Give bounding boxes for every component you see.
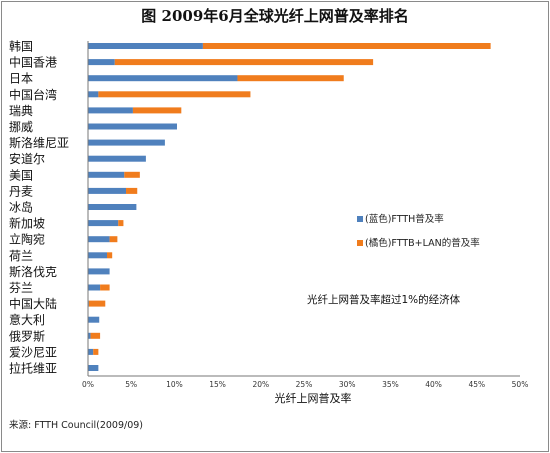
legend-label-ftth: (蓝色)FTTH普及率 (365, 213, 444, 225)
x-tick-label: 20% (252, 380, 269, 389)
bar-ftth (88, 155, 146, 162)
category-label: 斯洛维尼亚 (9, 135, 69, 150)
bar-fttb-lan (202, 43, 491, 49)
bar-ftth (88, 332, 91, 339)
bar-ftth (88, 75, 238, 82)
bar-ftth (88, 139, 165, 146)
category-label: 冰岛 (9, 200, 33, 215)
category-label: 拉托维亚 (9, 361, 57, 376)
x-tick-label: 45% (468, 380, 485, 389)
category-label: 挪威 (9, 120, 33, 134)
category-labels: 韩国中国香港日本中国台湾瑞典挪威斯洛维尼亚安道尔美国丹麦冰岛新加坡立陶宛荷兰斯洛… (9, 39, 69, 376)
category-label: 新加坡 (9, 216, 45, 231)
legend: (蓝色)FTTH普及率 (橘色)FTTB+LAN的普及率 (357, 213, 480, 249)
bar-fttb-lan (90, 332, 101, 339)
bar-fttb-lan (109, 236, 118, 243)
bar-ftth (88, 107, 133, 114)
x-tick-label: 25% (296, 380, 313, 389)
bar-fttb-lan (88, 300, 106, 307)
bar-ftth (88, 43, 203, 49)
bar-ftth (88, 365, 99, 371)
bar-ftth (88, 171, 125, 178)
x-tick-label: 5% (125, 380, 137, 389)
bar-ftth (88, 284, 101, 291)
x-tick-label: 0% (82, 380, 94, 389)
x-tick-labels: 0% 5% 10% 15% 20% 25% 30% 35% 40% 45% 50% (82, 380, 528, 389)
category-label: 中国香港 (9, 55, 57, 70)
x-tick-label: 15% (209, 380, 226, 389)
category-label: 荷兰 (9, 249, 33, 263)
category-label: 立陶宛 (9, 232, 45, 247)
source-note: 来源: FTTH Council(2009/09) (9, 420, 143, 431)
bar-ftth (88, 252, 108, 259)
bar-fttb-lan (100, 284, 110, 291)
category-label: 瑞典 (9, 104, 33, 118)
bar-ftth (88, 220, 119, 227)
bar-ftth (88, 316, 100, 323)
bar-ftth (88, 236, 110, 243)
category-label: 俄罗斯 (9, 329, 45, 343)
category-label: 中国大陆 (9, 296, 57, 311)
legend-label-fttb-lan: (橘色)FTTB+LAN的普及率 (365, 237, 480, 249)
bar-ftth (88, 59, 115, 66)
x-axis-title: 光纤上网普及率 (275, 391, 352, 405)
x-tick-label: 35% (382, 380, 399, 389)
bar-ftth (88, 91, 99, 98)
bar-fttb-lan (93, 348, 99, 355)
bar-fttb-lan (118, 220, 124, 227)
bar-ftth (88, 348, 94, 355)
annotation-note: 光纤上网普及率超过1%的经济体 (307, 293, 461, 306)
bar-ftth (88, 187, 127, 194)
legend-swatch-fttb-lan (357, 240, 363, 246)
category-label: 意大利 (9, 312, 45, 327)
category-label: 芬兰 (9, 281, 33, 295)
bar-ftth (88, 123, 177, 130)
bar-group (88, 43, 491, 371)
bar-fttb-lan (124, 171, 140, 178)
x-tick-label: 10% (166, 380, 183, 389)
x-tick-label: 50% (512, 380, 529, 389)
category-label: 爱沙尼亚 (9, 345, 57, 359)
bar-fttb-lan (114, 59, 374, 66)
category-label: 中国台湾 (9, 87, 57, 102)
bar-fttb-lan (98, 91, 251, 98)
bar-fttb-lan (107, 252, 113, 259)
category-label: 安道尔 (9, 151, 45, 166)
bar-ftth (88, 204, 137, 210)
category-label: 美国 (9, 168, 33, 182)
category-label: 韩国 (9, 39, 33, 54)
x-tick-label: 40% (425, 380, 442, 389)
bar-fttb-lan (126, 187, 138, 194)
bar-fttb-lan (237, 75, 344, 82)
x-tick-label: 30% (339, 380, 356, 389)
category-label: 丹麦 (9, 184, 33, 198)
legend-swatch-ftth (357, 216, 363, 222)
bar-fttb-lan (132, 107, 182, 114)
category-label: 日本 (9, 72, 33, 86)
category-label: 斯洛伐克 (9, 264, 57, 279)
chart-title: 图 2009年6月全球光纤上网普及率排名 (141, 7, 409, 25)
bar-ftth (88, 268, 110, 275)
